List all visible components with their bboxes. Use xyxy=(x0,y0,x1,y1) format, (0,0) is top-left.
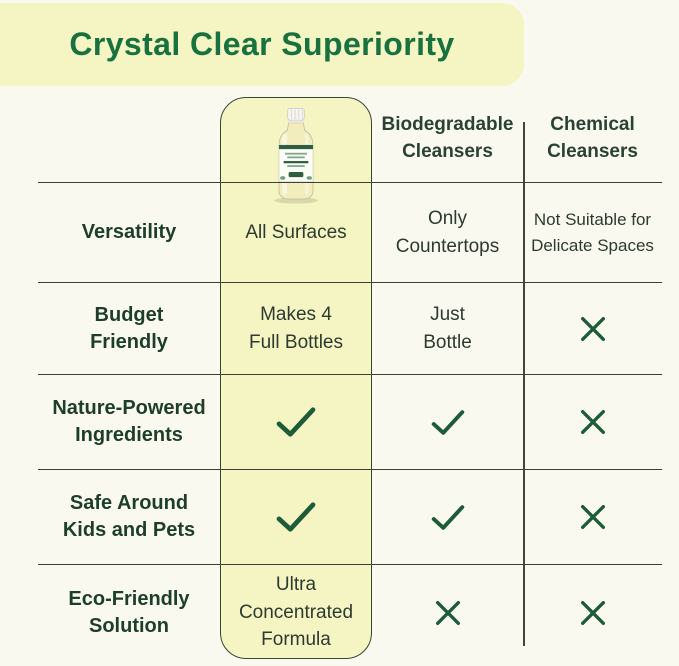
table-cell xyxy=(220,375,372,469)
table-cell xyxy=(372,470,523,564)
table-cell: Only Countertops xyxy=(372,183,523,282)
table-cell xyxy=(372,565,523,660)
cell-value: Only Countertops xyxy=(395,207,500,257)
column-divider-line xyxy=(523,122,525,646)
table-cell xyxy=(372,375,523,469)
check-icon xyxy=(276,407,316,437)
row-label-cell: Nature-Powered Ingredients xyxy=(38,375,220,469)
table-row: Safe Around Kids and Pets xyxy=(38,470,662,565)
table-cell xyxy=(523,283,662,374)
cross-icon xyxy=(435,600,460,625)
header-cell-competitor-2: Chemical Cleansers xyxy=(523,95,662,182)
table-cell: Ultra Concentrated Formula xyxy=(220,565,372,660)
table-header-row: Biodegradable Cleansers Chemical Cleanse… xyxy=(38,95,662,183)
row-label: Nature-Powered Ingredients xyxy=(52,397,206,446)
cell-value: Not Suitable for Delicate Spaces xyxy=(531,210,654,255)
table-cell xyxy=(220,470,372,564)
row-label-cell: Safe Around Kids and Pets xyxy=(38,470,220,564)
competitor-1-label: Biodegradable Cleansers xyxy=(381,113,514,162)
comparison-table: Biodegradable Cleansers Chemical Cleanse… xyxy=(38,95,662,660)
competitor-2-label: Chemical Cleansers xyxy=(547,113,638,162)
table-cell: All Surfaces xyxy=(220,183,372,282)
row-label: Versatility xyxy=(81,221,177,243)
product-column-highlight xyxy=(220,97,372,659)
table-row: Nature-Powered Ingredients xyxy=(38,375,662,470)
table-row: Eco-Friendly Solution Ultra Concentrated … xyxy=(38,565,662,660)
table-row: Versatility All Surfaces Only Countertops N… xyxy=(38,183,662,283)
table-cell xyxy=(523,470,662,564)
table-cell xyxy=(523,375,662,469)
header-cell-empty xyxy=(38,95,220,182)
row-label: Safe Around Kids and Pets xyxy=(62,492,196,541)
title-banner: Crystal Clear Superiority xyxy=(0,3,524,86)
row-label-cell: Eco-Friendly Solution xyxy=(38,565,220,660)
check-icon xyxy=(431,409,464,435)
table-cell: Not Suitable for Delicate Spaces xyxy=(523,183,662,282)
table-cell: Makes 4 Full Bottles xyxy=(220,283,372,374)
cell-value: Makes 4 Full Bottles xyxy=(249,303,343,353)
cross-icon xyxy=(580,600,605,625)
cell-value: Ultra Concentrated Formula xyxy=(238,574,354,651)
cross-icon xyxy=(580,505,605,529)
header-cell-competitor-1: Biodegradable Cleansers xyxy=(372,95,523,182)
row-label: Eco-Friendly Solution xyxy=(68,587,190,637)
cell-value: All Surfaces xyxy=(245,221,347,243)
page-title: Crystal Clear Superiority xyxy=(69,26,455,62)
table-cell: Just Bottle xyxy=(372,283,523,374)
cell-value: Just Bottle xyxy=(423,303,472,353)
check-icon xyxy=(276,502,316,532)
row-label: Budget Friendly xyxy=(90,303,168,353)
cross-icon xyxy=(580,410,605,434)
table-grid: Biodegradable Cleansers Chemical Cleanse… xyxy=(38,95,662,660)
row-label-cell: Budget Friendly xyxy=(38,283,220,374)
product-bottle-image xyxy=(274,107,318,204)
table-row: Budget Friendly Makes 4 Full Bottles Just … xyxy=(38,283,662,375)
check-icon xyxy=(431,504,464,530)
row-label-cell: Versatility xyxy=(38,183,220,282)
cross-icon xyxy=(580,316,605,341)
header-cell-product xyxy=(220,95,372,182)
table-cell xyxy=(523,565,662,660)
